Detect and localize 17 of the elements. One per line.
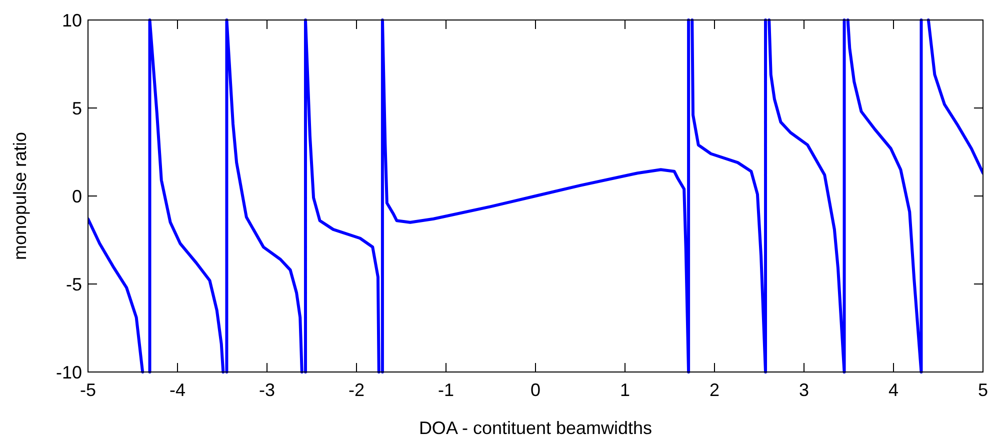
y-tick-label: 0 bbox=[72, 186, 82, 206]
x-axis-title: DOA - contituent beamwidths bbox=[418, 418, 652, 438]
x-tick-label: 4 bbox=[888, 380, 899, 400]
x-tick-label: -4 bbox=[169, 380, 186, 400]
x-tick-label: -1 bbox=[438, 380, 454, 400]
y-tick-label: -10 bbox=[56, 362, 82, 382]
x-tick-label: 5 bbox=[978, 380, 988, 400]
y-tick-label: 5 bbox=[72, 98, 82, 118]
x-tick-label: -2 bbox=[348, 380, 365, 400]
y-tick-label: -5 bbox=[66, 274, 82, 294]
y-axis-title: monopulse ratio bbox=[10, 132, 30, 260]
x-tick-label: 2 bbox=[709, 380, 720, 400]
x-tick-label: 0 bbox=[530, 380, 541, 400]
y-tick-label: 10 bbox=[62, 10, 82, 30]
x-tick-label: 3 bbox=[798, 380, 810, 400]
x-tick-label: -3 bbox=[258, 380, 276, 400]
x-tick-label: 1 bbox=[620, 380, 630, 400]
